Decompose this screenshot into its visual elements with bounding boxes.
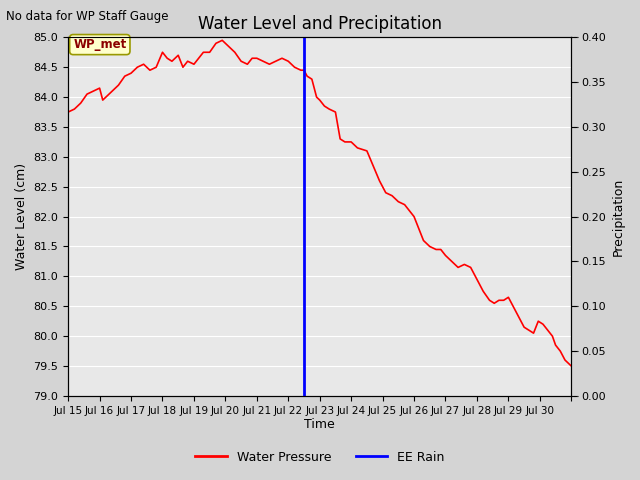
Text: No data for WP Staff Gauge: No data for WP Staff Gauge (6, 10, 169, 23)
Title: Water Level and Precipitation: Water Level and Precipitation (198, 15, 442, 33)
Text: WP_met: WP_met (73, 38, 127, 51)
Legend: Water Pressure, EE Rain: Water Pressure, EE Rain (190, 446, 450, 469)
X-axis label: Time: Time (305, 419, 335, 432)
Y-axis label: Precipitation: Precipitation (612, 178, 625, 256)
Y-axis label: Water Level (cm): Water Level (cm) (15, 163, 28, 270)
